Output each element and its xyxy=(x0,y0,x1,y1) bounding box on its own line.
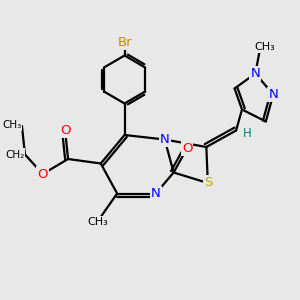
Text: N: N xyxy=(160,133,169,146)
Text: N: N xyxy=(250,67,260,80)
Text: CH₃: CH₃ xyxy=(254,41,275,52)
Text: O: O xyxy=(38,167,48,181)
Text: N: N xyxy=(151,187,161,200)
Text: N: N xyxy=(268,88,278,101)
Text: H: H xyxy=(243,127,252,140)
Text: S: S xyxy=(204,176,212,190)
Text: CH₃: CH₃ xyxy=(87,217,108,227)
Text: Br: Br xyxy=(117,35,132,49)
Text: CH₃: CH₃ xyxy=(2,119,21,130)
Text: O: O xyxy=(182,142,192,155)
Text: O: O xyxy=(60,124,70,137)
Text: CH₂: CH₂ xyxy=(5,149,24,160)
